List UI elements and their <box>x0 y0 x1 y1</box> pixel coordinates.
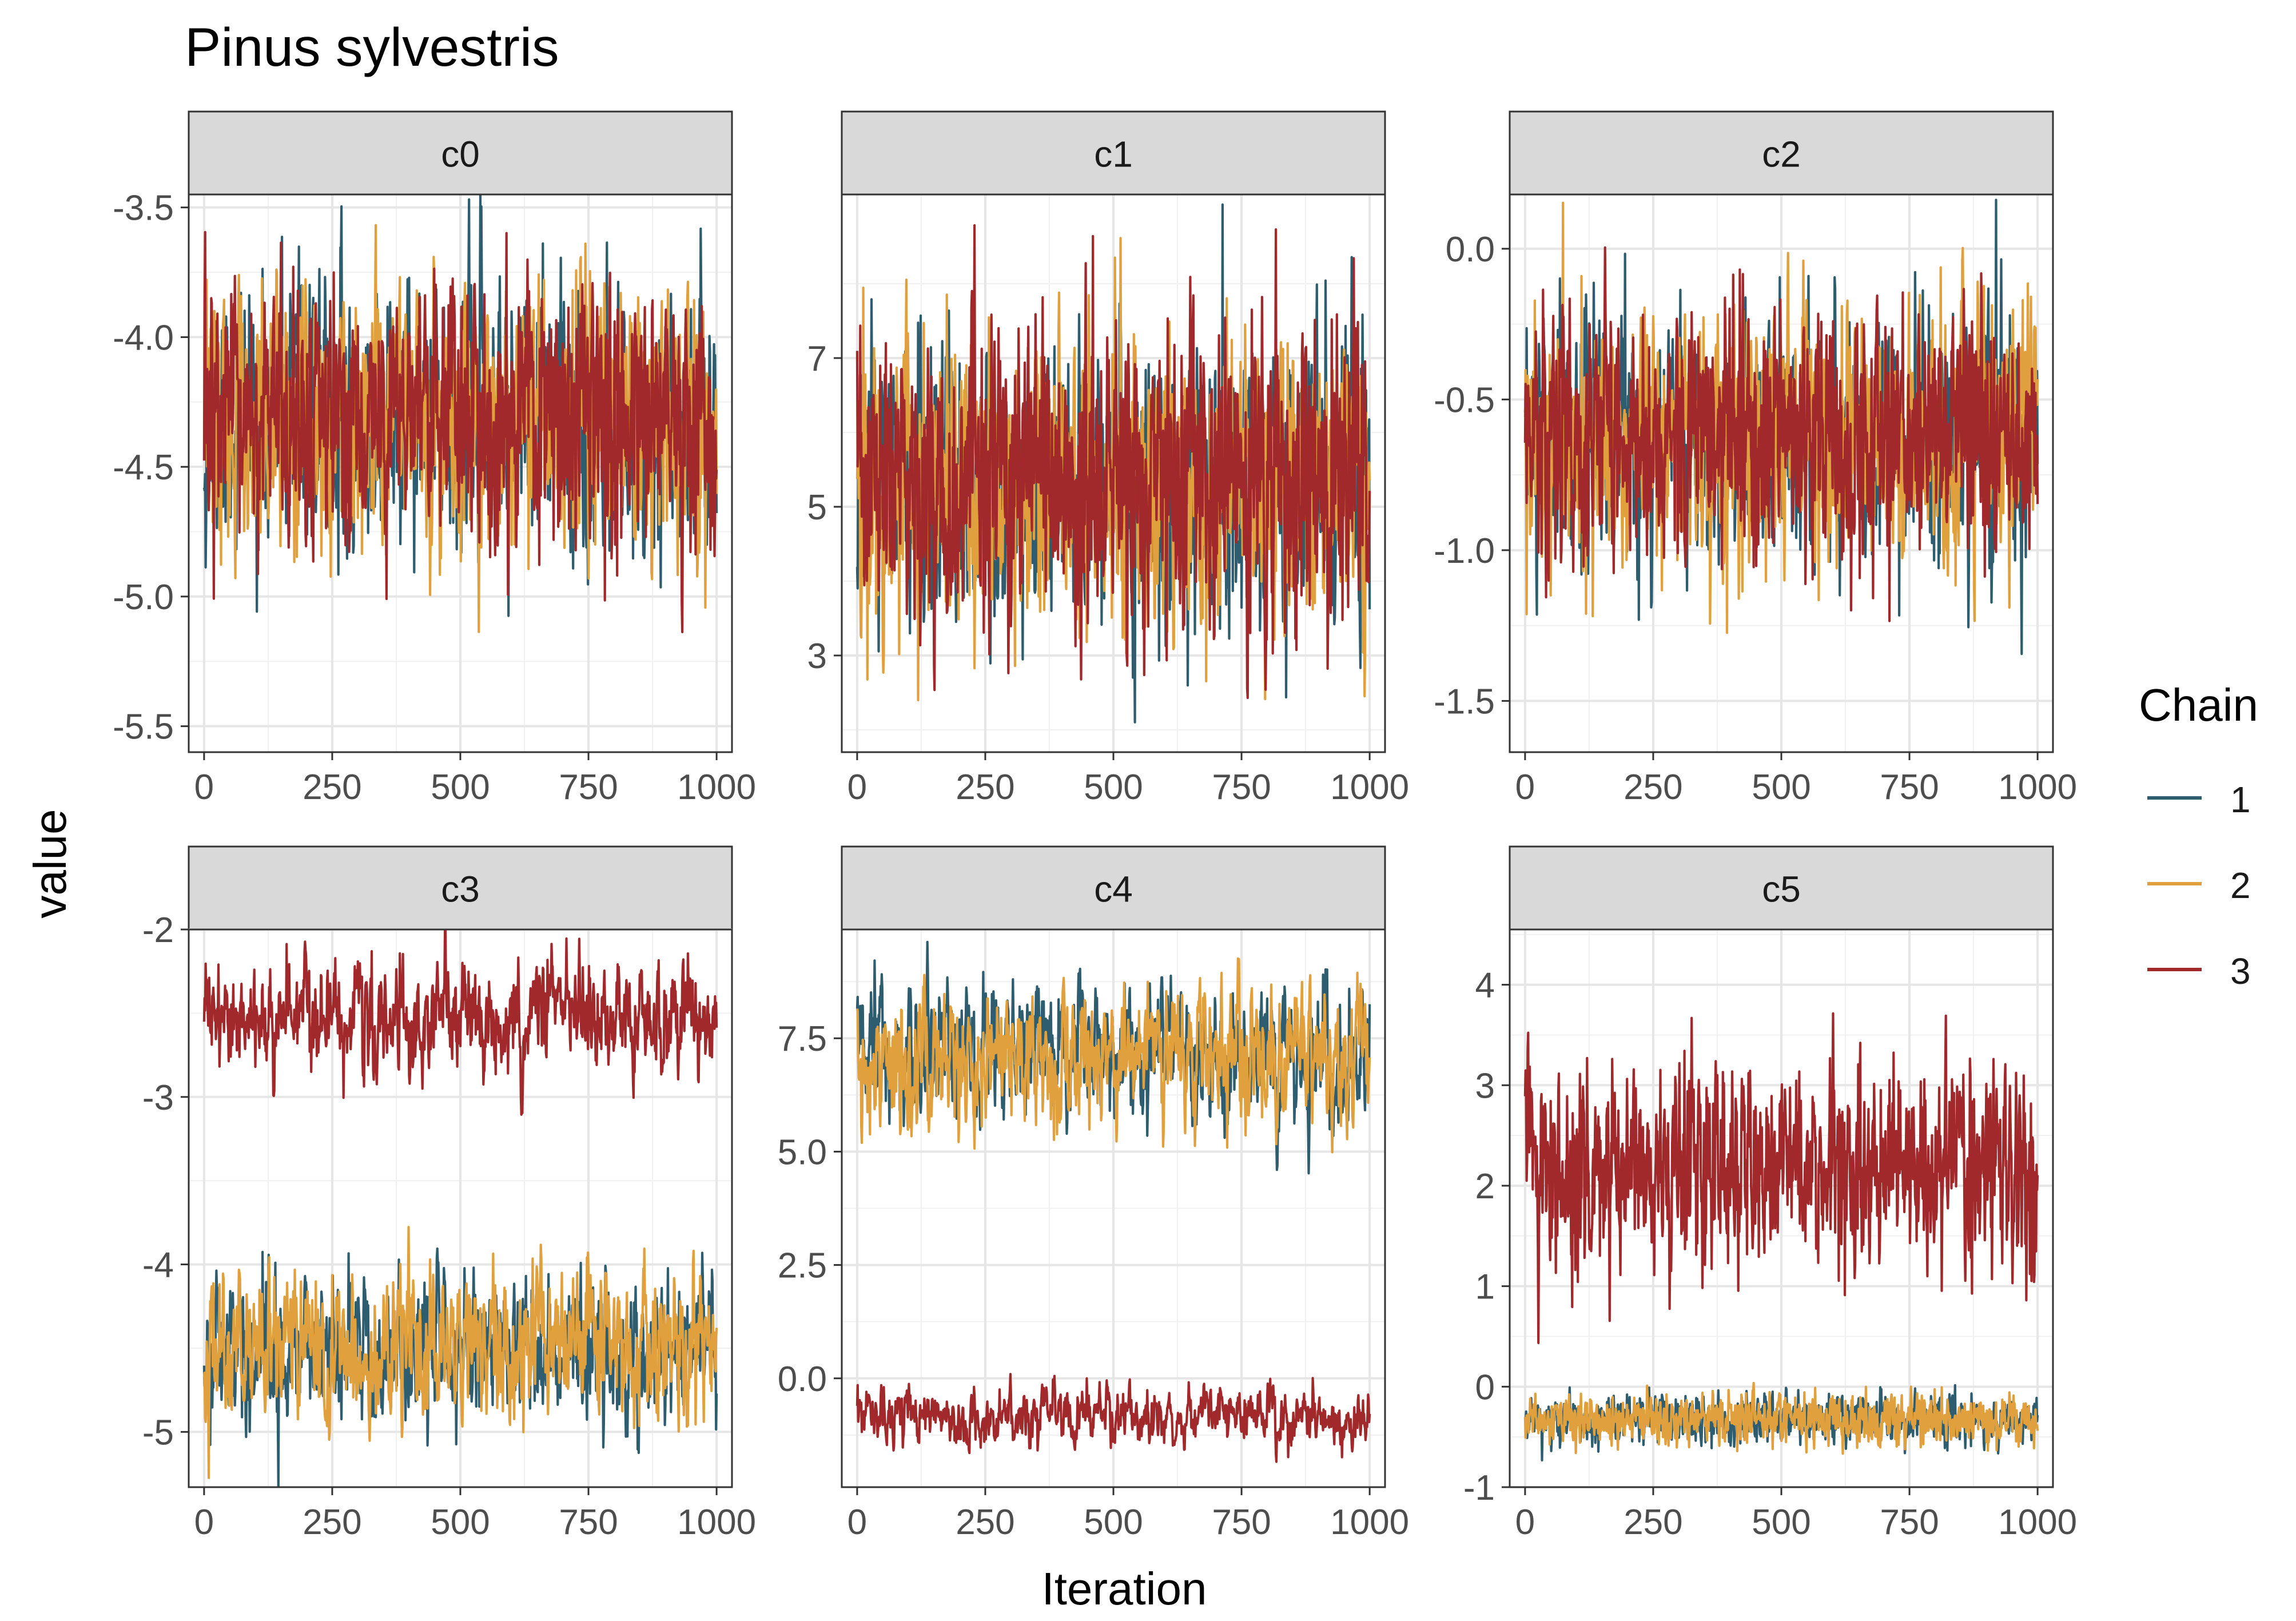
x-tick-label: 750 <box>559 1503 618 1542</box>
x-tick-label: 0 <box>1515 1503 1535 1542</box>
series-line-c5-chain-3 <box>1523 1012 2039 1344</box>
x-tick-label: 750 <box>559 768 618 807</box>
x-tick-label: 1000 <box>1330 768 1409 807</box>
x-tick-label: 0 <box>1515 768 1535 807</box>
x-tick-label: 500 <box>1084 1503 1143 1542</box>
traces-c0 <box>202 194 718 634</box>
y-tick-label: -1 <box>1463 1468 1495 1508</box>
x-axis-label: Iteration <box>1041 1563 1207 1614</box>
y-tick-label: -5.0 <box>113 578 174 617</box>
legend-label-1: 1 <box>2230 779 2251 820</box>
traces-c5 <box>1523 1012 2039 1462</box>
y-tick-label: 4 <box>1475 966 1495 1006</box>
y-tick-label: -4.0 <box>113 318 174 357</box>
y-tick-label: 3 <box>1475 1066 1495 1106</box>
facet-strip-c0 <box>188 110 733 196</box>
x-tick-label: 250 <box>303 768 361 807</box>
y-tick-label: -5 <box>142 1413 174 1452</box>
traces-c4 <box>855 940 1371 1463</box>
traces-c1 <box>855 203 1371 724</box>
x-tick-label: 0 <box>194 1503 214 1542</box>
y-tick-label: 7 <box>807 339 827 379</box>
facet-panel-c4: c4 0 250 500 750 1000 0.0 2.5 5.0 7.5 <box>778 845 1409 1542</box>
y-tick-label: -3 <box>142 1078 174 1118</box>
x-tick-label: 1000 <box>677 1503 756 1542</box>
series-line-c0-chain-3 <box>202 231 718 634</box>
facet-strip-label-c4: c4 <box>1094 869 1133 910</box>
facet-panel-c5: c5 0 250 500 750 1000 -1 0 1 2 3 4 <box>1463 845 2077 1542</box>
y-tick-label: 0.0 <box>1446 230 1495 269</box>
y-tick-label: 1 <box>1475 1268 1495 1307</box>
facet-panel-c0: c0 0 250 500 750 1000 -5.5 -5.0 -4.5 -4.0 -3.5 <box>113 110 756 807</box>
x-tick-label: 250 <box>1623 1503 1682 1542</box>
x-tick-label: 750 <box>1880 1503 1939 1542</box>
facet-panel-c3: c3 0 250 500 750 1000 -5 -4 -3 -2 <box>142 845 756 1542</box>
facet-strip-c5 <box>1509 845 2054 931</box>
x-tick-label: 1000 <box>1330 1503 1409 1542</box>
x-tick-label: 500 <box>1752 768 1810 807</box>
legend-label-3: 3 <box>2230 951 2251 992</box>
facet-panel-c2: c2 0 250 500 750 1000 -1.5 -1.0 -0.5 0.0 <box>1434 110 2077 807</box>
y-tick-label: -3.5 <box>113 189 174 228</box>
y-tick-label: -0.5 <box>1434 380 1495 420</box>
x-tick-label: 250 <box>1623 768 1682 807</box>
x-tick-label: 500 <box>1084 768 1143 807</box>
traces-c3 <box>202 929 718 1487</box>
series-line-c5-chain-2 <box>1523 1381 2039 1455</box>
x-tick-label: 1000 <box>1998 1503 2077 1542</box>
legend-title: Chain <box>2139 680 2258 730</box>
y-tick-label: -1.5 <box>1434 682 1495 721</box>
x-tick-label: 250 <box>303 1503 361 1542</box>
figure-title: Pinus sylvestris <box>185 17 559 78</box>
x-tick-label: 750 <box>1880 768 1939 807</box>
y-tick-label: 7.5 <box>778 1019 827 1059</box>
legend: Chain 1 2 3 <box>2139 680 2258 992</box>
series-line-c2-chain-3 <box>1523 246 2039 622</box>
x-tick-label: 250 <box>956 768 1014 807</box>
y-tick-label: 0 <box>1475 1368 1495 1407</box>
x-tick-label: 0 <box>194 768 214 807</box>
traces-c2 <box>1523 198 2039 655</box>
y-tick-label: -1.0 <box>1434 531 1495 571</box>
x-tick-label: 0 <box>847 768 867 807</box>
facet-strip-c3 <box>188 845 733 931</box>
x-tick-label: 750 <box>1212 768 1271 807</box>
x-tick-label: 250 <box>956 1503 1014 1542</box>
series-line-c3-chain-3 <box>202 929 718 1116</box>
y-tick-label: 5 <box>807 488 827 527</box>
legend-label-2: 2 <box>2230 865 2251 906</box>
facet-strip-label-c1: c1 <box>1094 134 1133 175</box>
x-tick-label: 500 <box>1752 1503 1810 1542</box>
y-tick-label: 2.5 <box>778 1246 827 1286</box>
series-line-c1-chain-3 <box>855 224 1371 700</box>
series-line-c4-chain-3 <box>855 1373 1371 1463</box>
facet-strip-label-c2: c2 <box>1762 134 1801 175</box>
series-line-c3-chain-2 <box>202 1226 718 1479</box>
y-tick-label: -2 <box>142 911 174 950</box>
y-tick-label: 0.0 <box>778 1360 827 1399</box>
y-tick-label: -5.5 <box>113 708 174 747</box>
y-tick-label: -4.5 <box>113 448 174 487</box>
series-line-c4-chain-2 <box>855 957 1371 1154</box>
x-tick-label: 500 <box>431 768 490 807</box>
x-tick-label: 1000 <box>677 768 756 807</box>
x-tick-label: 1000 <box>1998 768 2077 807</box>
y-tick-label: 2 <box>1475 1167 1495 1206</box>
x-tick-label: 0 <box>847 1503 867 1542</box>
x-tick-label: 500 <box>431 1503 490 1542</box>
facet-strip-label-c5: c5 <box>1762 869 1801 910</box>
y-tick-label: 5.0 <box>778 1133 827 1172</box>
facet-panel-c1: c1 0 250 500 750 1000 3 5 7 <box>807 110 1409 807</box>
facet-strip-label-c0: c0 <box>441 134 480 175</box>
facet-strip-label-c3: c3 <box>441 869 480 910</box>
facet-strip-c1 <box>841 110 1386 196</box>
y-tick-label: -4 <box>142 1246 174 1285</box>
y-tick-label: 3 <box>807 637 827 676</box>
facet-strip-c4 <box>841 845 1386 931</box>
x-tick-label: 750 <box>1212 1503 1271 1542</box>
y-axis-label: value <box>25 809 75 918</box>
facet-strip-c2 <box>1509 110 2054 196</box>
